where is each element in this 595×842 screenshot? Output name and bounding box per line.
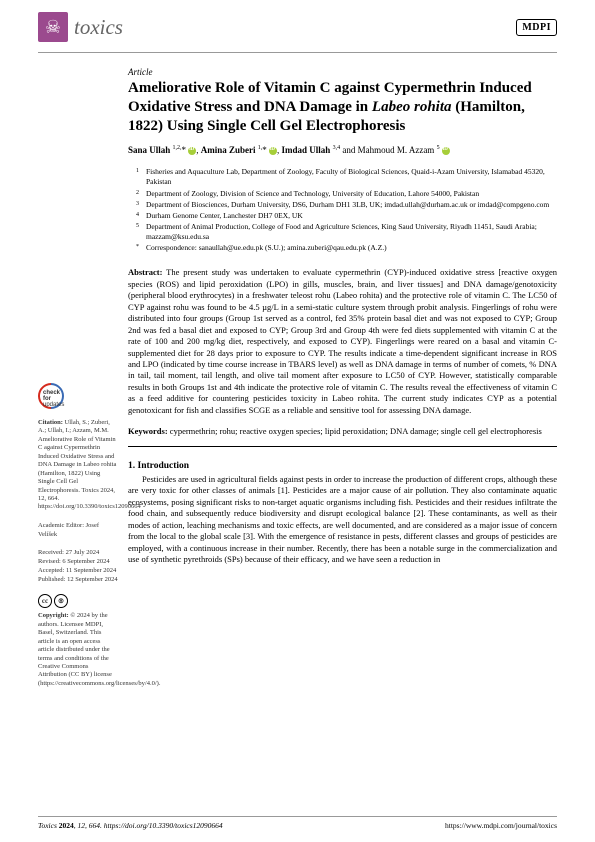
main-content: Article Ameliorative Role of Vitamin C a… <box>128 53 557 688</box>
footer: Toxics 2024, 12, 664. https://doi.org/10… <box>38 816 557 830</box>
footer-left: Toxics 2024, 12, 664. https://doi.org/10… <box>38 821 223 830</box>
footer-right: https://www.mdpi.com/journal/toxics <box>445 821 557 830</box>
header-bar: ☠ toxics MDPI <box>0 0 595 48</box>
abstract: Abstract: The present study was undertak… <box>128 267 557 416</box>
mdpi-logo: MDPI <box>516 19 557 36</box>
keywords: Keywords: cypermethrin; rohu; reactive o… <box>128 426 557 437</box>
affiliations: 1Fisheries and Aquaculture Lab, Departme… <box>128 167 557 253</box>
article-title: Ameliorative Role of Vitamin C against C… <box>128 79 557 135</box>
cc-license-icon: cc 🅯 <box>38 594 68 608</box>
journal-badge: ☠ toxics <box>38 12 123 42</box>
check-updates-badge[interactable]: check forupdates <box>38 383 118 411</box>
sidebar: check forupdates Citation: Ullah, S.; Zu… <box>0 53 128 688</box>
orcid-icon <box>442 147 450 155</box>
section-1-heading: 1. Introduction <box>128 461 557 471</box>
orcid-icon <box>269 147 277 155</box>
editor-block: Academic Editor: Josef Velíšek <box>38 522 118 540</box>
citation-block: Citation: Ullah, S.; Zuberi, A.; Ullah, … <box>38 419 118 512</box>
orcid-icon <box>188 147 196 155</box>
copyright-block: Copyright: © 2024 by the authors. Licens… <box>38 612 118 688</box>
keywords-rule <box>128 446 557 447</box>
authors-line: Sana Ullah 1,2,* , Amina Zuberi 1,* , Im… <box>128 145 557 155</box>
dates-block: Received: 27 July 2024 Revised: 6 Septem… <box>38 549 118 584</box>
toxics-icon: ☠ <box>38 12 68 42</box>
journal-name: toxics <box>74 15 123 40</box>
intro-paragraph: Pesticides are used in agricultural fiel… <box>128 474 557 566</box>
article-type: Article <box>128 67 557 77</box>
